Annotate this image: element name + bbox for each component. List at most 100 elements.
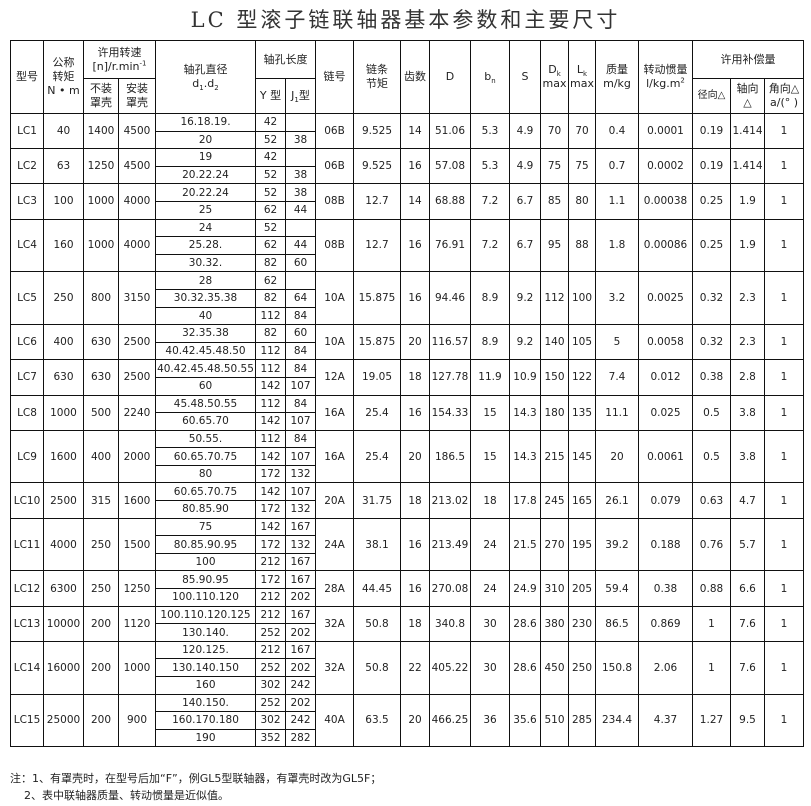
table-row: 60.65.70 142 107 — [11, 412, 804, 431]
cell-angular: 1 — [763, 112, 805, 150]
cell-torque: 1600 — [43, 429, 84, 484]
note-1: 注：1、有罩壳时，在型号后加“F”，例GL5型联轴器，有罩壳时改为GL5F； — [10, 772, 382, 785]
cell-D: 340.8 — [429, 605, 471, 642]
cell-torque: 63 — [43, 148, 84, 185]
cell-j1-length: 44 — [285, 236, 316, 255]
cell-bore-diameter: 80 — [155, 464, 256, 484]
cell-D: 51.06 — [429, 112, 471, 150]
header-Lk: Lk max — [568, 40, 596, 114]
cell-j1-length — [285, 218, 316, 238]
header-D: D — [429, 40, 471, 114]
cell-j1-length: 84 — [285, 306, 316, 326]
cell-j1-length: 84 — [285, 341, 316, 361]
cell-chain: 08B — [315, 218, 354, 273]
cell-n1: 1400 — [83, 112, 119, 150]
cell-axial: 2.3 — [730, 324, 765, 361]
cell-bn: 36 — [470, 693, 510, 748]
cell-Lk: 285 — [568, 693, 596, 748]
cell-n2: 900 — [118, 693, 156, 748]
cell-inertia: 2.06 — [638, 640, 693, 695]
cell-radial: 0.88 — [692, 570, 731, 607]
cell-inertia: 0.079 — [638, 482, 693, 519]
table-body: LC1 40 1400 4500 16.18.19. 42 06B 9.525 14 51.06 5… — [10, 112, 805, 748]
cell-y-length: 112 — [255, 394, 286, 414]
cell-chain: 24A — [315, 517, 354, 572]
table-row: 40 112 84 — [11, 306, 804, 326]
cell-bore-diameter: 20.22.24 — [155, 165, 256, 185]
cell-bore-diameter: 130.140.150 — [155, 658, 256, 677]
cell-chain: 40A — [315, 693, 354, 748]
cell-axial: 1.414 — [730, 112, 765, 150]
cell-pitch: 12.7 — [353, 218, 401, 273]
cell-y-length: 352 — [255, 728, 286, 748]
cell-inertia: 0.38 — [638, 570, 693, 607]
cell-Lk: 70 — [568, 112, 596, 150]
cell-inertia: 0.0002 — [638, 148, 693, 185]
cell-j1-length: 167 — [285, 570, 316, 590]
cell-inertia: 0.00038 — [638, 183, 693, 220]
cell-model: LC4 — [10, 218, 44, 273]
cell-model: LC6 — [10, 324, 44, 361]
cell-model: LC14 — [10, 640, 44, 695]
table-header: 型号 公称 转矩 N • m 许用转速 [n]/r.min-1 轴孔直径 d1.d2 轴… — [10, 40, 805, 114]
cell-radial: 0.38 — [692, 359, 731, 396]
cell-n2: 1120 — [118, 605, 156, 642]
table-row: LC8 1000 500 2240 45.48.50.55 112 84 16A 25.4 16 1… — [10, 394, 805, 431]
cell-j1-length: 282 — [285, 728, 316, 748]
cell-chain: 16A — [315, 394, 354, 431]
cell-D: 68.88 — [429, 183, 471, 220]
cell-inertia: 0.00086 — [638, 218, 693, 273]
cell-pitch: 9.525 — [353, 112, 401, 150]
notes: 注：1、有罩壳时，在型号后加“F”，例GL5型联轴器，有罩壳时改为GL5F； 2… — [10, 770, 381, 804]
table-row: 40.42.45.48.50 112 84 — [11, 341, 804, 361]
table-row: LC6 400 630 2500 32.35.38 82 60 10A 15.875 20 116.… — [10, 324, 805, 361]
cell-D: 213.02 — [429, 482, 471, 519]
cell-mass: 0.7 — [595, 148, 639, 185]
cell-y-length: 82 — [255, 288, 286, 308]
cell-radial: 0.63 — [692, 482, 731, 519]
cell-Lk: 205 — [568, 570, 596, 607]
cell-S: 35.6 — [509, 693, 541, 748]
cell-teeth: 16 — [400, 394, 430, 431]
cell-torque: 160 — [43, 218, 84, 273]
table-row: LC2 63 1250 4500 19 42 06B 9.525 16 57.08 5.3 4.9 75… — [10, 148, 805, 185]
cell-n2: 2500 — [118, 359, 156, 396]
cell-radial: 0.76 — [692, 517, 731, 572]
cell-mass: 3.2 — [595, 271, 639, 326]
cell-y-length: 112 — [255, 341, 286, 361]
cell-Dk: 510 — [540, 693, 569, 748]
cell-D: 154.33 — [429, 394, 471, 431]
cell-teeth: 16 — [400, 570, 430, 607]
cell-model: LC8 — [10, 394, 44, 431]
cell-j1-length: 132 — [285, 464, 316, 484]
cell-Dk: 380 — [540, 605, 569, 642]
cell-n1: 315 — [83, 482, 119, 519]
cell-bore-diameter: 40.42.45.48.50 — [155, 341, 256, 361]
cell-torque: 6300 — [43, 570, 84, 607]
cell-model: LC11 — [10, 517, 44, 572]
cell-torque: 630 — [43, 359, 84, 396]
cell-axial: 4.7 — [730, 482, 765, 519]
cell-chain: 10A — [315, 324, 354, 361]
cell-chain: 20A — [315, 482, 354, 519]
cell-bn: 5.3 — [470, 112, 510, 150]
cell-y-length: 172 — [255, 535, 286, 554]
table-row: 80.85.90 172 132 — [11, 500, 804, 519]
cell-axial: 5.7 — [730, 517, 765, 572]
cell-bore-diameter: 60.65.70 — [155, 412, 256, 431]
cell-model: LC10 — [10, 482, 44, 519]
cell-y-length: 42 — [255, 148, 286, 167]
cell-bore-diameter: 130.140. — [155, 623, 256, 642]
cell-chain: 06B — [315, 148, 354, 185]
cell-bn: 24 — [470, 517, 510, 572]
cell-teeth: 16 — [400, 517, 430, 572]
cell-mass: 1.1 — [595, 183, 639, 220]
cell-j1-length: 202 — [285, 693, 316, 713]
cell-bn: 24 — [470, 570, 510, 607]
header-mass: 质量 m/kg — [595, 40, 639, 114]
cell-S: 9.2 — [509, 324, 541, 361]
cell-bore-diameter: 50.55. — [155, 429, 256, 449]
cell-S: 28.6 — [509, 640, 541, 695]
header-speed: 许用转速 [n]/r.min-1 — [83, 40, 156, 79]
cell-S: 9.2 — [509, 271, 541, 326]
